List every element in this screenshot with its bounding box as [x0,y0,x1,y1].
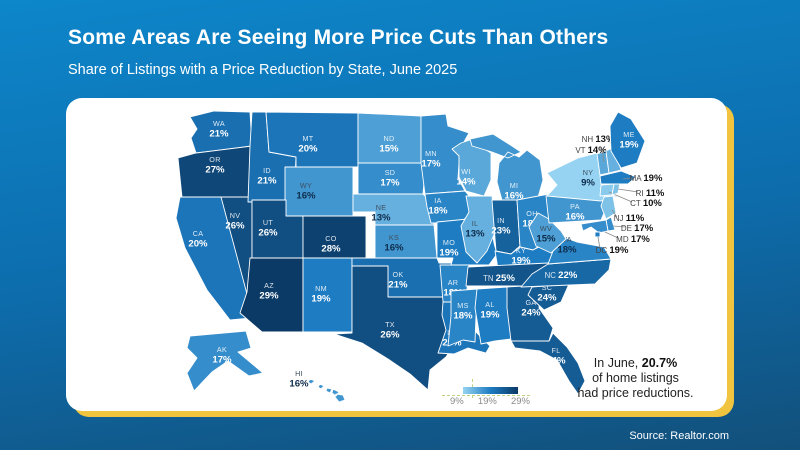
legend-tick-min: 9% [450,396,464,407]
legend-ticks: 9% 19% 29% [450,396,530,407]
source-credit: Source: Realtor.com [629,430,729,442]
legend-baseline-dash [442,395,530,396]
header: Some Areas Are Seeing More Price Cuts Th… [68,26,608,78]
legend-tick-max: 29% [510,396,530,407]
legend-gradient-bar [463,387,518,394]
annotation-highlight: 20.7% [641,356,678,370]
legend-tick-mid: 19% [477,396,497,407]
annotation: In June, 20.7% of home listings had pric… [553,356,718,401]
annotation-line-1: In June, 20.7% [593,356,678,370]
annotation-line-2: of home listings [592,371,679,385]
page-subtitle: Share of Listings with a Price Reduction… [68,62,458,78]
page-title: Some Areas Are Seeing More Price Cuts Th… [68,26,609,49]
annotation-line-3: had price reductions. [577,386,694,400]
